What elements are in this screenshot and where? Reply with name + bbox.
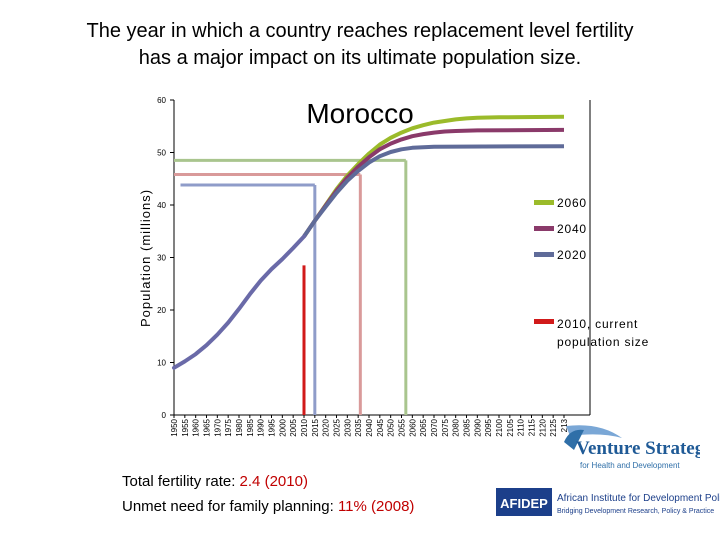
y-tick-label: 60 <box>157 96 166 105</box>
historical-line <box>172 234 306 370</box>
venture-logo-text: Venture Strategies <box>576 438 700 459</box>
x-tick-label: 2020 <box>322 418 331 436</box>
afidep-logo: AFIDEP African Institute for Development… <box>496 488 720 516</box>
title-line-2: has a major impact on its ultimate popul… <box>138 47 582 69</box>
replacement-markers <box>174 158 408 415</box>
x-tick-label: 2005 <box>289 418 298 436</box>
x-tick-label: 2070 <box>430 418 439 436</box>
legend-swatch <box>534 319 554 324</box>
x-tick-label: 2055 <box>398 418 407 436</box>
x-tick-label: 2000 <box>278 418 287 436</box>
x-tick-label: 2075 <box>441 418 450 436</box>
x-tick-label: 2025 <box>333 418 342 436</box>
series-lines <box>172 114 565 370</box>
x-tick-label: 1965 <box>203 418 212 436</box>
y-tick-label: 30 <box>157 254 166 263</box>
unmet-year: (2008) <box>371 498 415 515</box>
x-tick-label: 2030 <box>343 418 352 436</box>
x-tick-label: 2115 <box>528 418 537 436</box>
tfr-line: Total fertility rate: 2.4 (2010) <box>122 473 308 490</box>
tfr-year: (2010) <box>264 473 308 490</box>
title-line-1: The year in which a country reaches repl… <box>86 20 634 42</box>
legend-label: 2010, current <box>557 317 638 331</box>
x-tick-label: 2090 <box>473 418 482 436</box>
x-tick-label: 1950 <box>170 418 179 436</box>
x-tick-label: 2105 <box>506 418 515 436</box>
x-tick-label: 1985 <box>246 418 255 436</box>
x-tick-label: 1970 <box>213 418 222 436</box>
legend-swatch <box>534 226 554 231</box>
unmet-label: Unmet need for family planning: <box>122 498 334 515</box>
y-tick-label: 50 <box>157 149 166 158</box>
series-line-2020 <box>302 144 565 238</box>
x-tick-label: 2110 <box>517 418 526 436</box>
x-tick-label: 1980 <box>235 418 244 436</box>
x-tick-label: 2010 <box>300 418 309 436</box>
x-tick-label: 2035 <box>354 418 363 436</box>
x-tick-label: 2085 <box>463 418 472 436</box>
x-tick-label: 213 <box>560 418 569 432</box>
x-tick-label: 2080 <box>452 418 461 436</box>
unmet-need-line: Unmet need for family planning: 11% (200… <box>122 498 414 515</box>
chart-title: Morocco <box>306 98 414 129</box>
x-tick-label: 2040 <box>365 418 374 436</box>
legend-label: 2040 <box>557 222 587 236</box>
x-tick-label: 2100 <box>495 418 504 436</box>
chart-legend: 2060 2040 2020 2010, current population size <box>534 196 649 349</box>
unmet-value: 11% <box>337 498 367 515</box>
x-tick-label: 2095 <box>484 418 493 436</box>
x-tick-label: 2125 <box>549 418 558 436</box>
y-tick-label: 10 <box>157 359 166 368</box>
x-tick-label: 2015 <box>311 418 320 436</box>
x-tick-label: 1990 <box>257 418 266 436</box>
x-tick-label: 1955 <box>181 418 190 436</box>
y-tick-label: 40 <box>157 201 166 210</box>
y-tick-label: 20 <box>157 306 166 315</box>
tfr-label: Total fertility rate: <box>122 473 236 490</box>
afidep-name: African Institute for Development Policy <box>557 493 720 504</box>
x-tick-label: 2050 <box>387 418 396 436</box>
series-line-2060 <box>302 114 565 238</box>
legend-swatch <box>534 200 554 205</box>
x-tick-label: 1995 <box>268 418 277 436</box>
y-axis-label: Population (millions) <box>138 189 153 327</box>
legend-swatch <box>534 252 554 257</box>
x-tick-label: 2120 <box>538 418 547 436</box>
legend-label: 2060 <box>557 196 587 210</box>
venture-logo-subtext: for Health and Development <box>580 461 680 470</box>
x-tick-label: 1960 <box>192 418 201 436</box>
slide-title: The year in which a country reaches repl… <box>0 18 720 72</box>
tfr-value: 2.4 <box>239 473 261 490</box>
afidep-tagline: Bridging Development Research, Policy & … <box>557 508 714 515</box>
logo-v-icon <box>564 429 584 450</box>
x-tick-label: 1975 <box>224 418 233 436</box>
afidep-abbr: AFIDEP <box>500 496 548 511</box>
y-tick-label: 0 <box>162 411 167 420</box>
x-tick-label: 2045 <box>376 418 385 436</box>
x-tick-label: 2060 <box>408 418 417 436</box>
legend-label-cont: population size <box>557 335 649 349</box>
x-tick-label: 2065 <box>419 418 428 436</box>
venture-strategies-logo: Venture Strategies for Health and Develo… <box>564 425 700 470</box>
afidep-box <box>496 488 552 516</box>
legend-label: 2020 <box>557 248 587 262</box>
